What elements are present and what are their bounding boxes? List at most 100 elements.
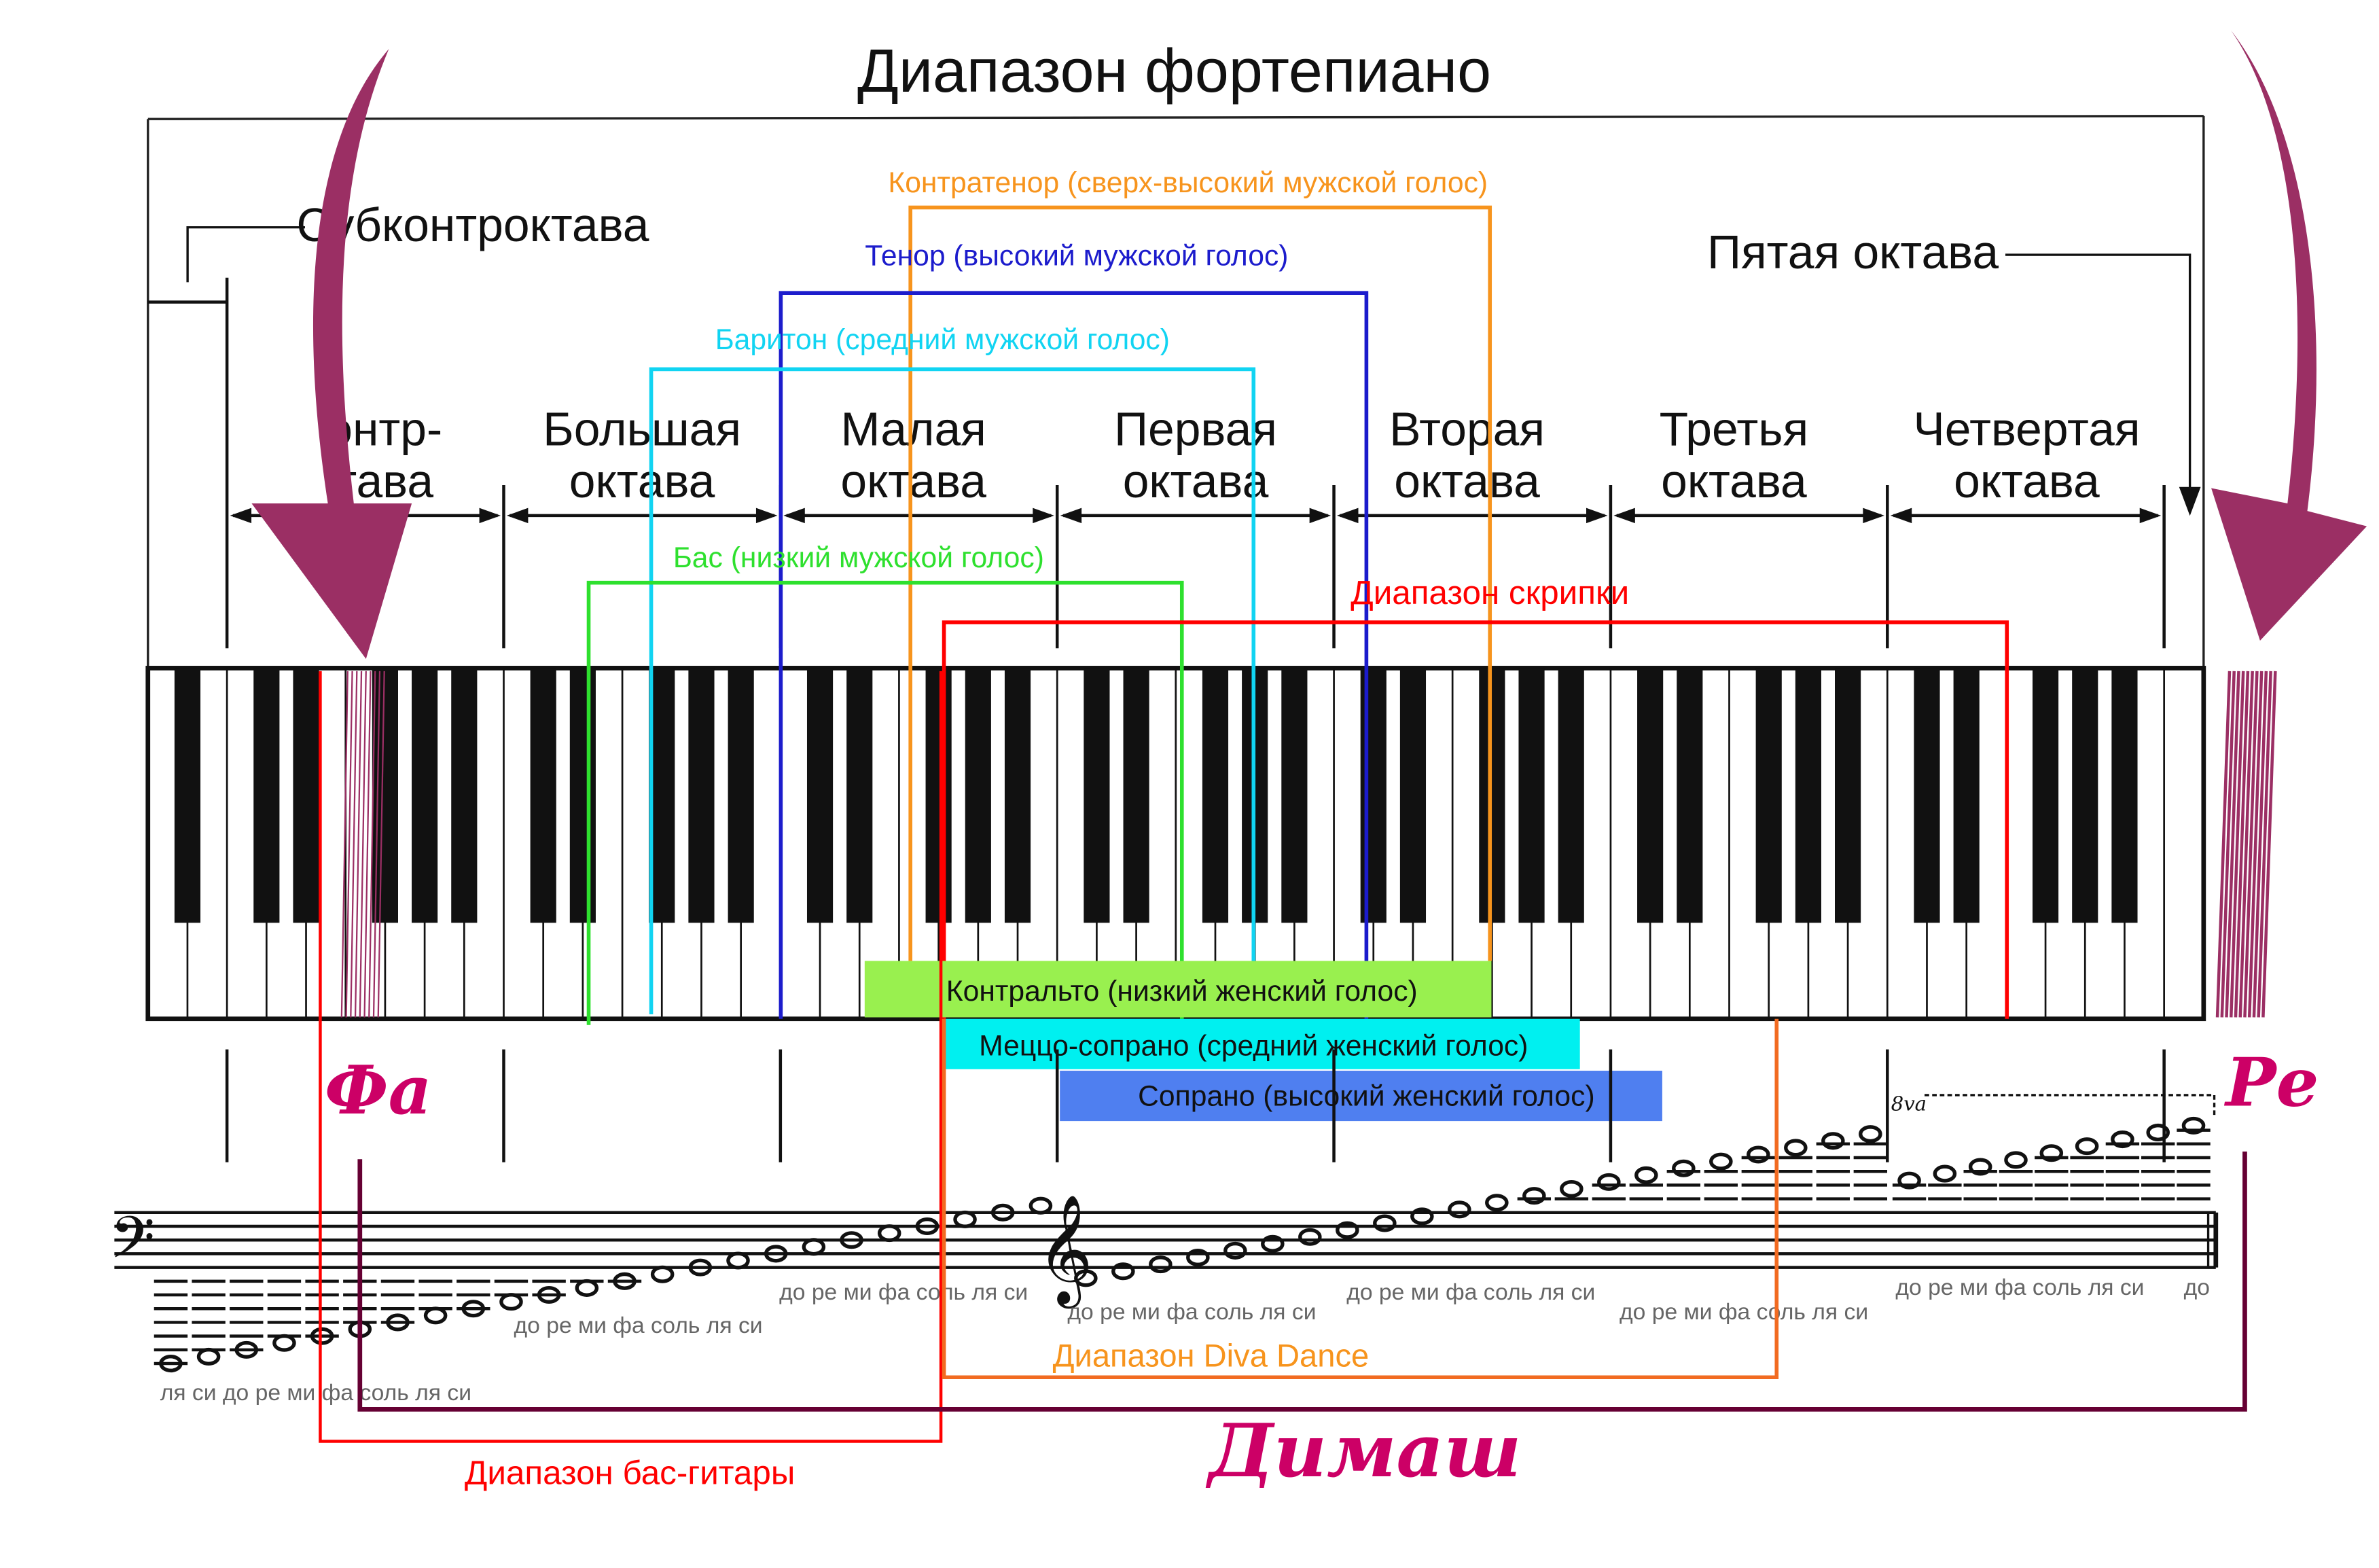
voice-brackets <box>586 205 2009 1025</box>
diva-dance-label: Диапазон Diva Dance <box>1053 1338 1370 1374</box>
whole-note <box>1448 1200 1471 1219</box>
label-subcontra: Субконтроктава <box>296 198 649 251</box>
bass-guitar-range <box>319 671 943 1443</box>
whole-note <box>650 1265 675 1283</box>
whole-note <box>1747 1145 1770 1164</box>
hatch-line <box>2234 671 2250 1018</box>
hatch-line <box>2261 671 2277 1018</box>
black-key <box>1914 668 1940 923</box>
violin-label: Диапазон скрипки <box>1351 574 1629 611</box>
black-key <box>1123 668 1149 923</box>
piano-keyboard <box>145 666 2206 1022</box>
whole-note <box>1597 1173 1621 1191</box>
black-key <box>806 668 834 923</box>
arrowhead-icon <box>1060 507 1082 524</box>
black-key <box>1795 668 1821 923</box>
ottava-line <box>1925 1094 2216 1118</box>
black-key <box>649 668 675 923</box>
whole-note <box>1897 1171 1921 1190</box>
label-third-2: октава <box>1661 455 1807 507</box>
whole-note <box>1028 1196 1053 1215</box>
whole-note <box>1968 1158 1992 1176</box>
arrowhead-icon <box>506 507 529 524</box>
label-great-1: Большая <box>543 403 741 456</box>
whole-note <box>1074 1269 1098 1287</box>
black-key <box>1360 668 1387 923</box>
arrowhead-icon <box>1337 507 1359 524</box>
whole-note <box>1149 1255 1173 1274</box>
hatch-line <box>372 671 381 1018</box>
whole-note <box>1709 1152 1733 1171</box>
note-row: до ре ми фа соль ля си <box>1895 1275 2144 1300</box>
arrowhead-icon <box>1863 507 1884 524</box>
whole-note <box>575 1279 599 1297</box>
whole-note <box>915 1217 940 1236</box>
black-key <box>1755 668 1782 923</box>
black-key <box>1202 668 1229 923</box>
violin-bracket <box>942 620 2009 1019</box>
whole-note <box>953 1210 977 1228</box>
hatch-line <box>2215 671 2232 1018</box>
note-row: до ре ми фа соль ля си <box>1067 1300 1316 1325</box>
black-key <box>2072 668 2098 923</box>
countertenor-label: Контратенор (сверх-высокий мужской голос… <box>888 166 1488 199</box>
label-fourth-2: октава <box>1954 455 2100 507</box>
label-fifth: Пятая октава <box>1707 226 1999 279</box>
whole-note <box>1821 1132 1845 1150</box>
soprano-label: Сопрано (высокий женский голос) <box>1138 1080 1595 1113</box>
bass-label: Бас (низкий мужской голос) <box>673 541 1044 574</box>
label-first-1: Первая <box>1114 403 1277 456</box>
note-row: до ре ми фа соль ля си <box>1620 1300 1868 1325</box>
whole-note <box>272 1334 296 1352</box>
black-key <box>174 668 201 923</box>
arrowhead-icon <box>479 507 501 524</box>
hatch-line <box>340 671 348 1018</box>
label-fourth-1: Четвертая <box>1913 403 2140 456</box>
black-key <box>451 668 478 923</box>
whole-note <box>2146 1123 2170 1141</box>
black-key <box>1637 668 1664 923</box>
black-key <box>728 668 754 923</box>
black-key <box>2032 668 2059 923</box>
right-curved-arrow-icon <box>2211 31 2367 641</box>
whole-note <box>2111 1130 2134 1149</box>
tenor-label: Тенор (высокий мужской голос) <box>865 240 1288 272</box>
whole-note <box>1186 1249 1210 1267</box>
whole-note <box>1485 1194 1509 1212</box>
voice-labels: Контратенор (сверх-высокий мужской голос… <box>673 166 1629 611</box>
whole-note <box>840 1231 863 1249</box>
contralto-box <box>864 961 1492 1018</box>
hatch-line <box>2247 671 2264 1018</box>
subcontra-leader <box>186 226 2201 516</box>
whole-note <box>2004 1151 2028 1169</box>
mezzo-box <box>944 1018 1580 1069</box>
bass-guitar-label: Диапазон бас-гитары <box>465 1454 795 1491</box>
black-key <box>1677 668 1703 923</box>
black-key <box>1479 668 1505 923</box>
whole-note <box>688 1258 713 1277</box>
black-key <box>1399 668 1427 923</box>
label-second-1: Вторая <box>1389 403 1545 456</box>
title: Диапазон фортепиано <box>857 37 1491 105</box>
note-row: до ре ми фа соль ля си <box>1346 1280 1595 1305</box>
hatch-line <box>2220 671 2236 1018</box>
arrowhead-icon <box>2139 507 2162 524</box>
music-staff <box>114 1211 2219 1269</box>
dimash-label: Димаш <box>1205 1408 1521 1494</box>
black-key <box>1004 668 1031 923</box>
bass-clef-icon: 𝄢 <box>110 1205 155 1286</box>
arrowhead-icon <box>1033 507 1054 524</box>
whole-note <box>990 1203 1015 1222</box>
note-row: до ре ми фа соль ля си <box>779 1280 1028 1305</box>
diva-dance-range <box>942 1018 1779 1380</box>
black-key <box>965 668 991 923</box>
black-key <box>412 668 438 923</box>
hatch-line <box>2238 671 2254 1018</box>
frame <box>147 115 2205 669</box>
whole-note <box>1522 1187 1546 1205</box>
whole-note <box>1111 1262 1135 1281</box>
black-key <box>253 668 280 923</box>
black-key <box>846 668 873 923</box>
whole-note <box>1859 1125 1882 1143</box>
notes <box>154 1116 2211 1373</box>
